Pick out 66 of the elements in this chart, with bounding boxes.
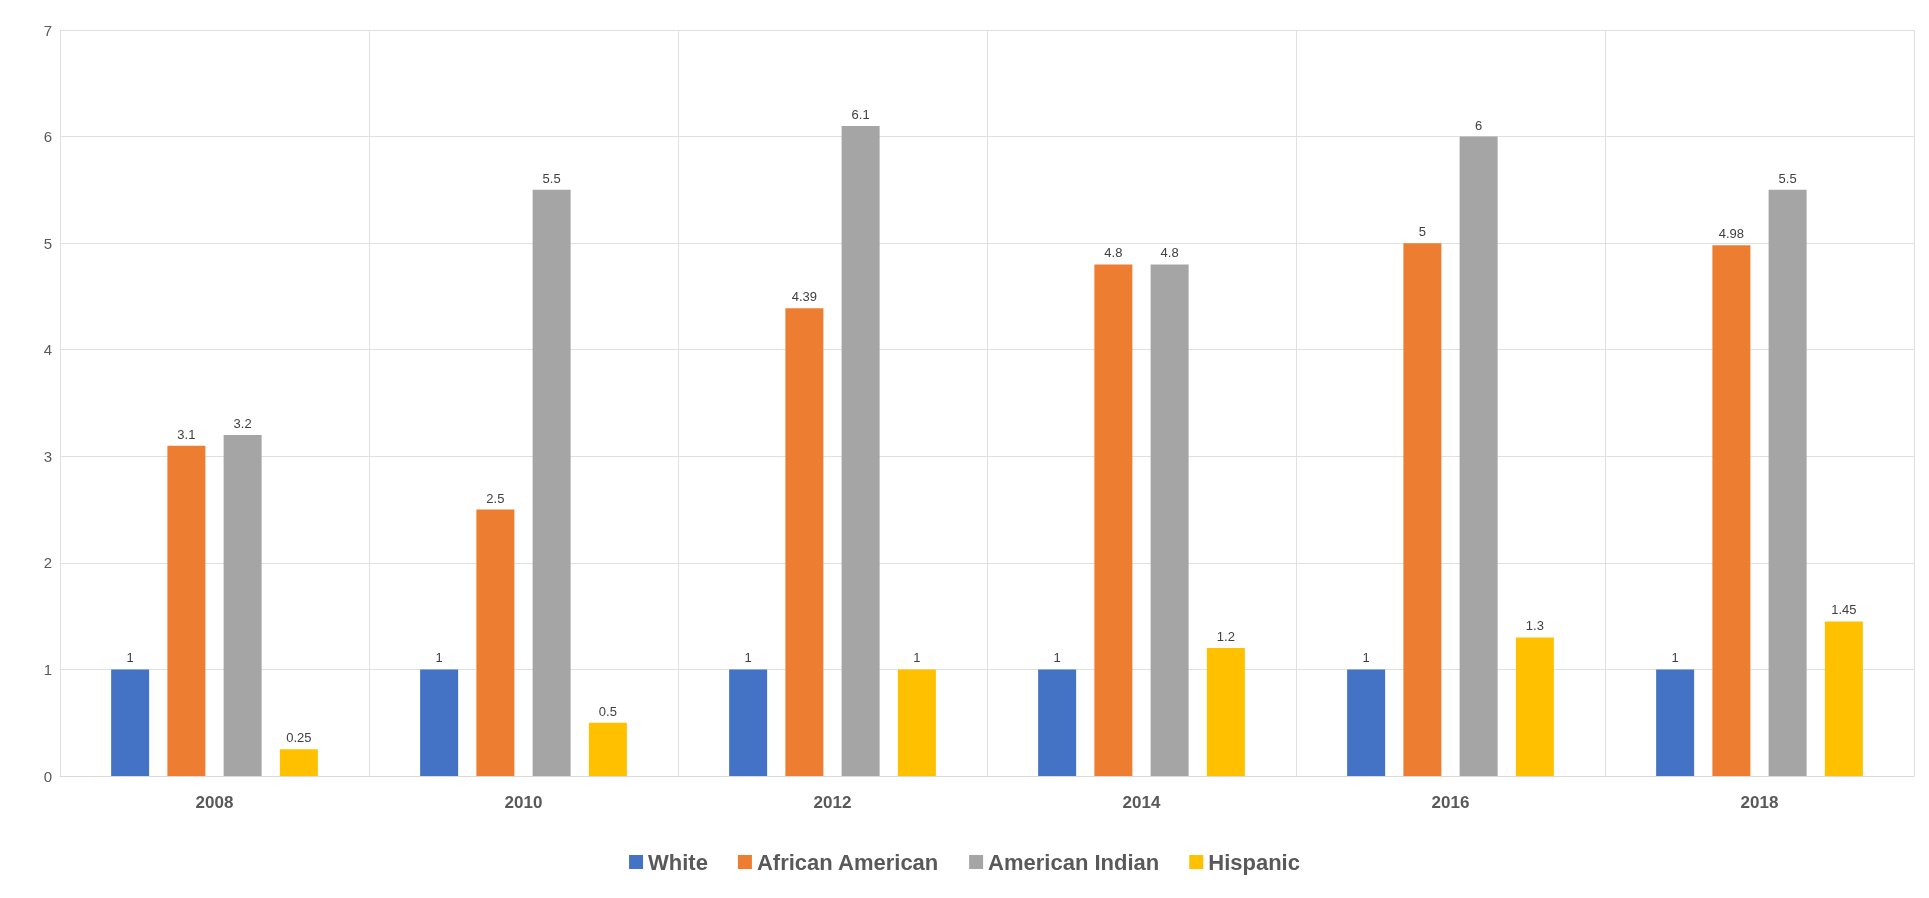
bar xyxy=(897,669,936,776)
data-label: 6.1 xyxy=(851,106,870,122)
y-tick-label: 3 xyxy=(43,447,52,465)
bar xyxy=(1824,621,1863,776)
y-tick-label: 7 xyxy=(43,21,52,39)
bar xyxy=(1656,669,1695,776)
y-tick-label: 6 xyxy=(43,128,52,146)
y-tick-label: 5 xyxy=(43,234,52,252)
data-label: 1.3 xyxy=(1525,618,1544,634)
data-label: 2.5 xyxy=(486,490,505,506)
data-label: 4.39 xyxy=(791,289,818,305)
data-label: 1 xyxy=(435,650,443,666)
bar xyxy=(1150,264,1189,776)
data-label: 3.1 xyxy=(177,426,196,442)
data-label: 3.2 xyxy=(233,415,252,431)
data-label: 4.98 xyxy=(1718,226,1745,242)
legend-label: American Indian xyxy=(988,849,1160,875)
bar xyxy=(1347,669,1386,776)
x-tick-label: 2008 xyxy=(195,793,234,812)
data-label: 1 xyxy=(744,650,752,666)
data-label: 1.45 xyxy=(1831,602,1857,618)
data-label: 5.5 xyxy=(542,170,561,186)
bar xyxy=(1459,136,1498,776)
x-tick-label: 2014 xyxy=(1122,793,1161,812)
bar xyxy=(841,125,880,776)
bar xyxy=(167,445,206,776)
data-label: 1.2 xyxy=(1216,629,1235,645)
bar xyxy=(1712,245,1751,776)
x-tick-label: 2012 xyxy=(813,793,852,812)
bar xyxy=(476,509,515,776)
bar xyxy=(1403,243,1442,776)
y-tick-label: 2 xyxy=(43,554,52,572)
x-tick-label: 2016 xyxy=(1431,793,1470,812)
bar xyxy=(785,308,824,776)
data-label: 5 xyxy=(1418,224,1426,240)
bar xyxy=(1094,264,1133,776)
bar xyxy=(1768,189,1807,776)
data-label: 1 xyxy=(1671,650,1679,666)
bar xyxy=(279,749,318,776)
data-label: 4.8 xyxy=(1104,245,1123,261)
bar xyxy=(111,669,150,776)
bar xyxy=(1038,669,1077,776)
data-label: 1 xyxy=(913,650,921,666)
x-tick-label: 2010 xyxy=(504,793,543,812)
data-label: 5.5 xyxy=(1778,170,1797,186)
bar xyxy=(532,189,571,776)
bar xyxy=(1206,648,1245,776)
data-label: 1 xyxy=(126,650,134,666)
data-label: 6 xyxy=(1475,117,1483,133)
legend-label: African American xyxy=(756,849,939,875)
y-tick-label: 0 xyxy=(43,767,52,785)
legend-label: Hispanic xyxy=(1208,849,1300,875)
y-tick-label: 1 xyxy=(43,660,52,678)
y-tick-label: 4 xyxy=(43,341,52,359)
bar xyxy=(420,669,459,776)
data-label: 1 xyxy=(1362,650,1370,666)
data-label: 0.5 xyxy=(598,703,617,719)
data-label: 0.25 xyxy=(286,730,312,746)
data-label: 4.8 xyxy=(1160,245,1179,261)
bar xyxy=(729,669,768,776)
bar xyxy=(223,434,262,776)
data-label: 1 xyxy=(1053,650,1061,666)
bar xyxy=(588,722,627,776)
x-tick-label: 2018 xyxy=(1740,793,1779,812)
bar xyxy=(1515,637,1554,776)
legend-label: White xyxy=(648,849,708,875)
